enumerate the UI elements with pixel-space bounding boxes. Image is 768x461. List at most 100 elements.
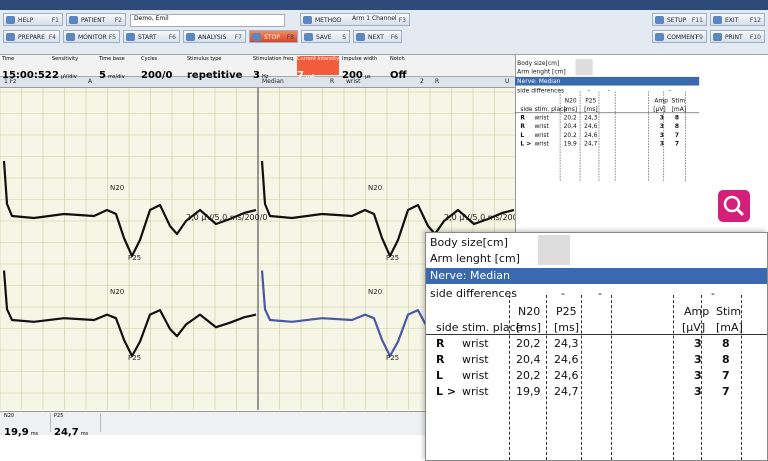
param-field: Time 15:00:52 (2, 56, 52, 81)
dashed-divider (663, 91, 665, 181)
param-value: 7 (297, 70, 304, 81)
col-header: [mA] (671, 105, 687, 113)
cell: 24,6 (554, 369, 579, 382)
param-value: 15:00:52 (2, 70, 52, 81)
col-header: stim. place (534, 105, 568, 113)
toolbar-button[interactable]: MONITOR F5 (63, 30, 120, 43)
toolbar-button[interactable]: METHOD F3 (300, 13, 410, 26)
cell: 8 (674, 122, 679, 130)
toolbar-button[interactable]: COMMENT F9 (652, 30, 707, 43)
cell: 20,4 (563, 122, 577, 130)
toolbar-button[interactable]: PATIENT F2 (66, 13, 126, 26)
cell: 20,2 (563, 114, 577, 122)
cell: 3 (694, 385, 702, 398)
button-key: F4 (48, 34, 56, 41)
toolbar-button[interactable]: HELP F1 (3, 13, 63, 26)
param-label: Cycles (141, 56, 158, 62)
button-label: MONITOR (78, 34, 107, 41)
cell: 24,7 (584, 140, 598, 148)
param-field: Current intensity 7 mA (297, 56, 339, 81)
toolbar-button[interactable]: EXIT F12 (710, 13, 765, 26)
toolbar-button[interactable]: STOP F8 (249, 30, 298, 43)
button-key: F10 (749, 34, 761, 41)
button-label: STOP (264, 34, 280, 41)
button-icon (713, 33, 722, 41)
toolbar-button[interactable]: START F6 (123, 30, 180, 43)
toolbar-button[interactable]: NEXT F6 (353, 30, 402, 43)
cell: 3 (659, 122, 664, 130)
button-icon (655, 16, 664, 24)
toolbar-button[interactable]: PRINT F10 (710, 30, 765, 43)
param-value: 3 (253, 70, 260, 81)
param-label: Notch (390, 56, 405, 62)
param-field: Stimulus type repetitive (187, 56, 250, 81)
zoom-button[interactable] (718, 190, 750, 222)
cell: 8 (722, 353, 730, 366)
dashed-divider (611, 295, 612, 460)
param-unit: Hz (261, 74, 269, 80)
waveform (2, 270, 257, 358)
peak-label: N20 (110, 288, 124, 296)
button-icon (6, 33, 15, 41)
cell: 19,9 (516, 385, 541, 398)
cell: 3 (694, 337, 702, 350)
param-field: Cycles 200/0 (141, 56, 184, 81)
col-header: [µV] (682, 321, 706, 334)
button-label: PREPARE (18, 34, 45, 41)
channel-label: R (330, 78, 335, 85)
col-header: N20 (518, 305, 541, 318)
cell: wrist (462, 353, 489, 366)
cell: R (436, 337, 445, 350)
button-icon (713, 16, 722, 24)
cell: 24,3 (554, 337, 579, 350)
cell: 7 (674, 131, 679, 139)
button-label: ANALYSIS (198, 34, 227, 41)
peak-label: P25 (128, 254, 141, 262)
button-label: NEXT (368, 34, 384, 41)
cell: L (520, 131, 525, 139)
dashed-divider (701, 295, 702, 460)
button-key: F7 (234, 34, 242, 41)
value-cell (575, 59, 593, 76)
toolbar-button[interactable]: PREPARE F4 (3, 30, 60, 43)
param-value: Off (390, 70, 407, 81)
col-header: side (520, 105, 533, 113)
channel-label: U (505, 78, 510, 85)
toolbar-button[interactable]: SETUP F11 (652, 13, 707, 26)
button-label: SETUP (667, 17, 687, 24)
button-key: F1 (51, 17, 59, 24)
channel-bar (0, 77, 515, 88)
button-label: HELP (18, 17, 34, 24)
param-label: Time (2, 56, 15, 62)
latency-label: P25 (54, 413, 64, 419)
param-bar (0, 55, 515, 77)
latency-label: N20 (4, 413, 15, 419)
diff-mark: - (598, 287, 602, 300)
button-icon (69, 16, 78, 24)
peak-label: N20 (110, 184, 124, 192)
header-rule (426, 334, 767, 335)
waveform (260, 160, 515, 258)
cell: 3 (659, 114, 664, 122)
button-label: PATIENT (81, 17, 106, 24)
cell: 8 (674, 114, 679, 122)
button-key: F12 (749, 17, 761, 24)
param-label: Impulse width (342, 56, 378, 62)
button-label: COMMENT (667, 34, 699, 41)
toolbar-button[interactable]: ANALYSIS F7 (183, 30, 246, 43)
button-key: F6 (168, 34, 176, 41)
toolbar-button[interactable]: SAVE S (301, 30, 350, 43)
col-header: N20 (564, 96, 577, 104)
peak-label: P25 (386, 254, 399, 262)
param-value: repetitive (187, 70, 243, 81)
button-key: F5 (108, 34, 116, 41)
cell: 3 (659, 140, 664, 148)
col-header: side (436, 321, 459, 334)
cell: 20,2 (516, 337, 541, 350)
dashed-divider (741, 295, 742, 460)
dashed-divider (614, 91, 616, 181)
cell: 8 (722, 337, 730, 350)
diff-mark: - (711, 287, 715, 300)
param-label: Time base (99, 56, 125, 62)
row-label: side differences (430, 287, 517, 300)
